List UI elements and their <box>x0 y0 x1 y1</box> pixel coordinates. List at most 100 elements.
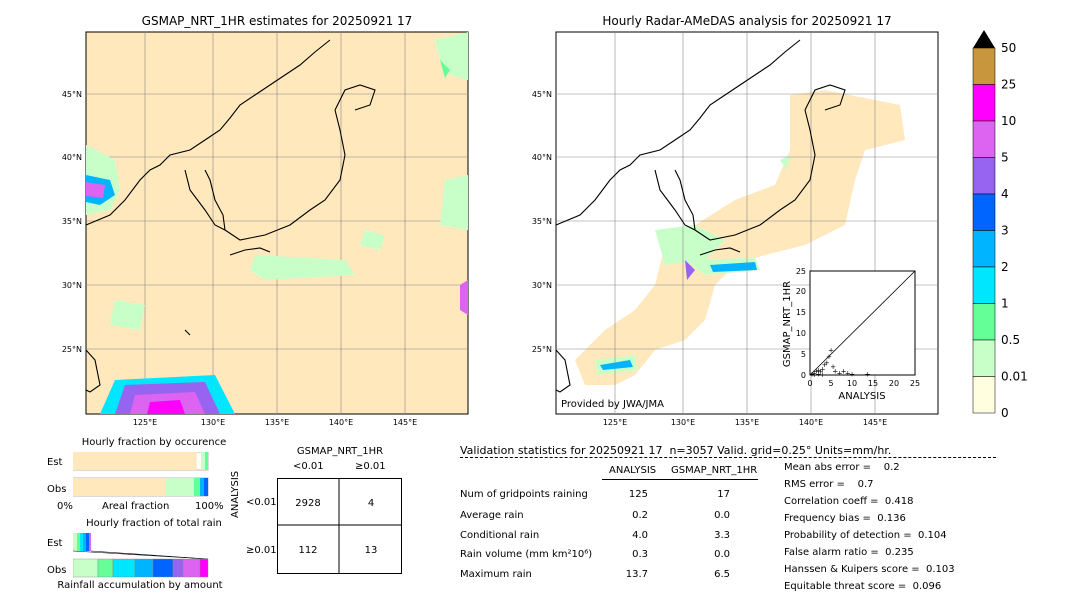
colorbar-segment <box>972 339 996 377</box>
total-rain-est-label: Est <box>47 538 63 549</box>
occurrence-axis-mid: Areal fraction <box>102 501 170 512</box>
stats-row-analysis: 125 <box>628 489 648 500</box>
contingency-row-lt: <0.01 <box>246 497 277 508</box>
colorbar: 50 25 10 5 4 3 2 1 0.5 0.01 0 <box>972 30 1028 420</box>
contingency-cell: 13 <box>365 545 378 556</box>
colorbar-segment <box>972 266 996 304</box>
colorbar-label: 0.01 <box>1001 370 1028 384</box>
colorbar-segment <box>972 84 996 122</box>
left-lat-tick: 35°N <box>62 217 82 226</box>
scatter-y-tick: 0 <box>801 371 806 380</box>
right-lon-tick: 130°E <box>671 418 695 427</box>
score-far: False alarm ratio = 0.235 <box>784 547 914 558</box>
scatter-point: + <box>841 367 847 375</box>
left-lon-tick: 140°E <box>329 418 353 427</box>
right-lat-tick: 35°N <box>532 217 552 226</box>
scatter-xlabel: ANALYSIS <box>838 391 885 402</box>
stats-col-analysis: ANALYSIS <box>609 465 657 476</box>
scatter-x-tick: 10 <box>847 379 857 388</box>
contingency-cell: 112 <box>298 545 317 556</box>
scatter-inset: ++++++++++++++++ ++++ 0 5 10 15 20 25 0 5… <box>782 267 920 402</box>
colorbar-overflow-arrow <box>973 30 995 48</box>
colorbar-label: 10 <box>1001 114 1016 128</box>
stats-row-label: Num of gridpoints raining <box>460 489 588 500</box>
contingency-cell: 4 <box>368 498 374 509</box>
colorbar-label: 5 <box>1001 151 1009 165</box>
left-map-grid <box>86 32 468 414</box>
scatter-x-tick: 0 <box>807 379 812 388</box>
scatter-y-tick: 25 <box>796 267 806 276</box>
stats-row-analysis: 4.0 <box>632 530 648 541</box>
colorbar-label: 4 <box>1001 187 1009 201</box>
left-lat-tick: 40°N <box>62 153 82 162</box>
stats-row-gsmap: 3.3 <box>714 530 730 541</box>
stats-col-gsmap: GSMAP_NRT_1HR <box>671 465 758 476</box>
scatter-y-tick: 20 <box>796 287 806 296</box>
colorbar-segments <box>972 47 996 414</box>
stats-row-gsmap: 6.5 <box>714 569 730 580</box>
scatter-x-tick: 5 <box>828 379 833 388</box>
score-pod: Probability of detection = 0.104 <box>784 530 947 541</box>
scatter-point: + <box>865 371 871 379</box>
occurrence-bars <box>73 452 209 497</box>
scatter-point: + <box>820 365 826 373</box>
colorbar-segment <box>972 47 996 85</box>
right-lon-tick: 125°E <box>603 418 627 427</box>
total-rain-title: Hourly fraction of total rain <box>86 518 222 529</box>
contingency-col-lt: <0.01 <box>293 461 324 472</box>
scatter-x-tick: 15 <box>868 379 878 388</box>
contingency-grid: 2928 4 112 13 <box>277 478 402 574</box>
stats-header-rule <box>460 457 996 458</box>
stats-row-analysis: 0.3 <box>632 549 648 560</box>
contingency-row-ge: ≥0.01 <box>246 545 277 556</box>
score-correlation: Correlation coeff = 0.418 <box>784 496 914 507</box>
occurrence-title: Hourly fraction by occurence <box>81 437 227 448</box>
occurrence-est-label: Est <box>47 457 63 468</box>
scatter-y-tick: 5 <box>801 350 806 359</box>
colorbar-labels: 50 25 10 5 4 3 2 1 0.5 0.01 0 <box>1001 41 1028 420</box>
contingency-cell: 2928 <box>295 498 320 509</box>
colorbar-label: 25 <box>1001 78 1016 92</box>
right-map-title: Hourly Radar-AMeDAS analysis for 2025092… <box>602 14 892 28</box>
score-rms-error: RMS error = 0.7 <box>784 479 874 490</box>
colorbar-segment <box>972 120 996 158</box>
scatter-x-tick: 25 <box>910 379 920 388</box>
scatter-point: + <box>818 368 824 376</box>
right-lat-tick: 25°N <box>532 345 552 354</box>
left-lon-tick: 135°E <box>265 418 289 427</box>
scatter-points: ++++++++++++++++ ++++ <box>809 347 870 380</box>
contingency-col-ge: ≥0.01 <box>355 461 386 472</box>
scatter-point: + <box>809 370 815 378</box>
colorbar-segment <box>972 157 996 195</box>
right-lat-tick: 45°N <box>532 90 552 99</box>
right-map-coast <box>555 39 846 393</box>
scatter-y-tick: 10 <box>796 329 806 338</box>
left-map: 45°N 40°N 35°N 30°N 25°N 125°E 130°E 135… <box>62 31 469 427</box>
colorbar-segment <box>972 303 996 341</box>
right-lon-tick: 135°E <box>735 418 759 427</box>
scatter-point: + <box>824 359 830 367</box>
scatter-point: + <box>830 363 836 371</box>
score-frequency-bias: Frequency bias = 0.136 <box>784 513 906 524</box>
right-lat-tick: 40°N <box>532 153 552 162</box>
right-map-rain <box>575 90 905 385</box>
score-hk: Hanssen & Kuipers score = 0.103 <box>784 564 955 575</box>
occurrence-axis-left: 0% <box>57 501 73 512</box>
stats-row-analysis: 13.7 <box>625 569 648 580</box>
score-mean-abs-error: Mean abs error = 0.2 <box>784 462 900 473</box>
total-rain-bars <box>73 533 209 578</box>
colorbar-label: 0.5 <box>1001 333 1020 347</box>
left-lon-tick: 145°E <box>393 418 417 427</box>
stats-header: Validation statistics for 20250921 17 n=… <box>460 444 892 457</box>
occurrence-obs-bar <box>73 478 167 496</box>
colorbar-label: 1 <box>1001 297 1009 311</box>
scatter-point: + <box>813 367 819 375</box>
scatter-point: + <box>845 369 851 377</box>
colorbar-segment <box>972 230 996 268</box>
scatter-point: + <box>828 347 834 355</box>
scatter-point: + <box>826 353 832 361</box>
stats-row-label: Average rain <box>460 510 524 521</box>
colorbar-label: 50 <box>1001 41 1016 55</box>
occurrence-obs-label: Obs <box>47 484 67 495</box>
scatter-point: + <box>820 371 826 379</box>
